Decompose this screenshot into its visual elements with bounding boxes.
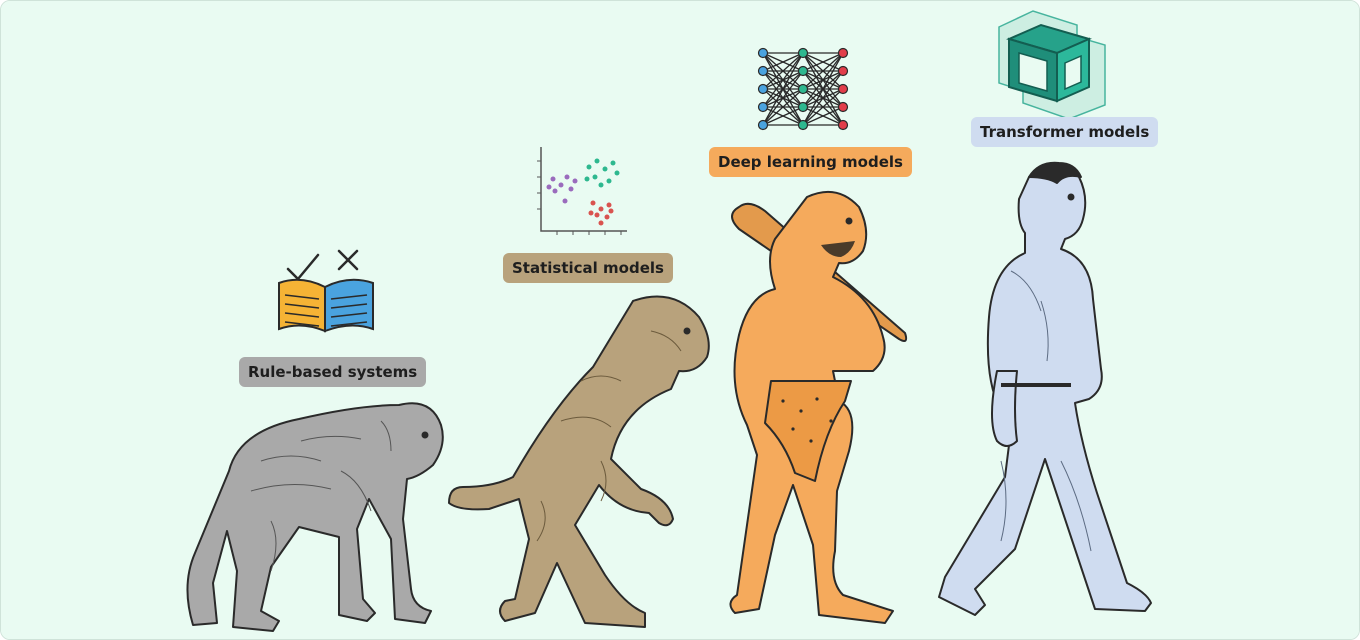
label-transformer-models: Transformer models	[971, 117, 1159, 147]
nn-node	[837, 119, 849, 131]
label-statistical-models: Statistical models	[503, 253, 673, 283]
caveman-figure	[729, 190, 908, 624]
nn-node	[757, 65, 769, 77]
nn-node	[797, 83, 809, 95]
neural-network-icon	[757, 47, 849, 131]
nn-node	[797, 65, 809, 77]
nn-node	[757, 119, 769, 131]
nn-node	[797, 47, 809, 59]
nn-node	[797, 101, 809, 113]
nn-node	[757, 101, 769, 113]
nn-node	[837, 65, 849, 77]
nn-node	[797, 119, 809, 131]
nn-node	[757, 47, 769, 59]
label-deep-learning-models: Deep learning models	[709, 147, 912, 177]
nn-node	[837, 101, 849, 113]
nn-node	[837, 83, 849, 95]
scatter-plot-icon	[537, 147, 627, 235]
chimpanzee-figure	[186, 402, 444, 632]
book-check-cross-icon	[278, 249, 374, 333]
nn-node	[837, 47, 849, 59]
3d-cube-icon	[998, 10, 1106, 120]
modern-man-figure	[938, 161, 1152, 616]
nn-node	[757, 83, 769, 95]
label-rule-based-systems: Rule-based systems	[239, 357, 427, 387]
early-hominid-figure	[448, 295, 710, 628]
